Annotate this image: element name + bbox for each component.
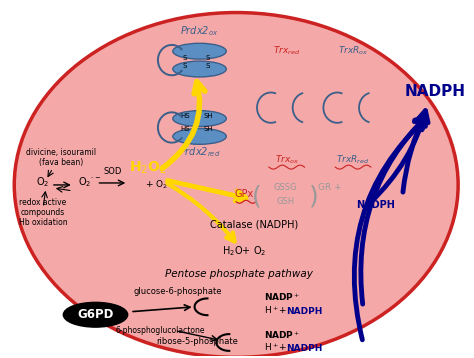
Text: 6-phosphoglucolactone: 6-phosphoglucolactone — [115, 325, 205, 335]
Text: O$_2$: O$_2$ — [36, 175, 49, 189]
Text: S: S — [182, 55, 187, 61]
Ellipse shape — [14, 13, 458, 357]
Ellipse shape — [173, 129, 226, 144]
Text: S: S — [206, 63, 210, 69]
Text: Prdx2$_{\mathit{red}}$: Prdx2$_{\mathit{red}}$ — [179, 145, 220, 159]
Text: H$_2$O+ O$_2$: H$_2$O+ O$_2$ — [222, 244, 266, 258]
Text: Hb oxidation: Hb oxidation — [18, 218, 67, 227]
Text: SH: SH — [203, 112, 213, 118]
Text: HS: HS — [181, 112, 191, 118]
Text: SH: SH — [203, 126, 213, 132]
Text: GSSG: GSSG — [274, 183, 298, 192]
Text: compounds: compounds — [21, 208, 65, 217]
Text: O$_2$$^{·-}$: O$_2$$^{·-}$ — [78, 175, 100, 189]
Text: GSH: GSH — [277, 197, 295, 206]
Text: Trx$_{\mathit{ox}}$: Trx$_{\mathit{ox}}$ — [274, 153, 299, 166]
Text: Trx$_{\mathit{red}}$: Trx$_{\mathit{red}}$ — [273, 44, 301, 57]
Text: ): ) — [309, 185, 319, 209]
Text: HS: HS — [181, 126, 191, 132]
Text: NADP$^+$: NADP$^+$ — [264, 329, 301, 340]
Text: GR +: GR + — [319, 183, 342, 192]
Text: S: S — [182, 63, 187, 69]
Text: Pentose phosphate pathway: Pentose phosphate pathway — [165, 269, 313, 279]
Ellipse shape — [173, 43, 226, 59]
Ellipse shape — [173, 61, 226, 77]
Text: NADPH: NADPH — [405, 84, 466, 99]
Text: + O$_2$: + O$_2$ — [145, 179, 168, 192]
Text: GPx: GPx — [235, 189, 254, 199]
Text: Prdx2$_{\mathit{ox}}$: Prdx2$_{\mathit{ox}}$ — [180, 24, 219, 38]
Text: SOD: SOD — [103, 167, 121, 176]
Text: glucose-6-phosphate: glucose-6-phosphate — [134, 287, 222, 296]
Text: NADPH: NADPH — [356, 200, 395, 210]
Text: H$^+$+: H$^+$+ — [264, 342, 287, 353]
Text: divicine, isouramil: divicine, isouramil — [26, 148, 96, 157]
Text: NADPH: NADPH — [286, 344, 322, 353]
Text: H$_2$O$_2$: H$_2$O$_2$ — [129, 160, 167, 176]
Text: S: S — [206, 55, 210, 61]
Text: (fava bean): (fava bean) — [39, 158, 83, 167]
Ellipse shape — [173, 111, 226, 126]
Text: NADP$^+$: NADP$^+$ — [264, 291, 301, 303]
Text: NADPH: NADPH — [286, 307, 322, 316]
Text: redox active: redox active — [19, 198, 67, 207]
Text: (: ( — [252, 185, 262, 209]
Text: TrxR$_{\mathit{red}}$: TrxR$_{\mathit{red}}$ — [337, 153, 370, 166]
Text: G6PD: G6PD — [77, 308, 114, 321]
Text: H$^+$+: H$^+$+ — [264, 304, 287, 316]
Ellipse shape — [64, 303, 128, 327]
Text: Catalase (NADPH): Catalase (NADPH) — [210, 219, 298, 229]
Text: ribose-5-phosphate: ribose-5-phosphate — [156, 338, 238, 347]
Text: TrxR$_{\mathit{ox}}$: TrxR$_{\mathit{ox}}$ — [338, 44, 368, 57]
